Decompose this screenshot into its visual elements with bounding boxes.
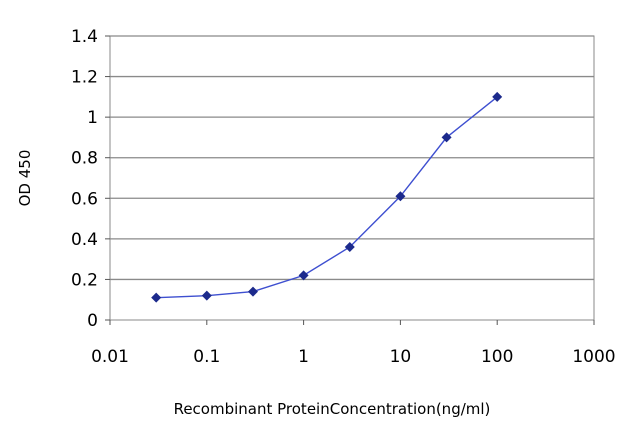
x-tick-label: 1 bbox=[298, 347, 309, 367]
plot-area bbox=[109, 35, 595, 321]
x-tick-label: 0.01 bbox=[91, 347, 129, 367]
x-axis-title: Recombinant ProteinConcentration(ng/ml) bbox=[174, 400, 491, 418]
series-line bbox=[156, 96, 498, 299]
y-tick-label: 0.6 bbox=[71, 189, 98, 209]
x-tick-label: 100 bbox=[481, 347, 513, 367]
x-tick-label: 10 bbox=[390, 347, 412, 367]
data-point bbox=[298, 270, 309, 281]
y-tick-label: 1.4 bbox=[71, 27, 98, 47]
y-tick-label: 0.2 bbox=[71, 270, 98, 290]
y-axis-title: OD 450 bbox=[16, 150, 34, 207]
y-tick-label: 1 bbox=[87, 108, 98, 128]
x-axis: 0.01 0.1 1 10 100 1000 bbox=[91, 320, 616, 367]
series-layer bbox=[151, 91, 503, 303]
data-point bbox=[441, 132, 452, 143]
grid-layer bbox=[110, 35, 594, 281]
y-axis: 1.4 1.2 1 0.8 0.6 0.4 0.2 0 bbox=[71, 27, 110, 331]
y-tick-label: 0.8 bbox=[71, 149, 98, 169]
x-tick-label: 1000 bbox=[572, 347, 615, 367]
y-tick-label: 0 bbox=[87, 311, 98, 331]
data-point bbox=[492, 91, 503, 102]
data-point bbox=[151, 292, 162, 303]
data-point bbox=[247, 286, 258, 297]
y-tick-label: 0.4 bbox=[71, 230, 98, 250]
x-tick-label: 0.1 bbox=[193, 347, 220, 367]
data-point bbox=[344, 241, 355, 252]
data-point bbox=[395, 191, 406, 202]
y-tick-label: 1.2 bbox=[71, 68, 98, 88]
data-point bbox=[201, 290, 212, 301]
